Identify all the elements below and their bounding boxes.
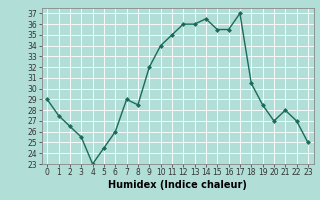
X-axis label: Humidex (Indice chaleur): Humidex (Indice chaleur) bbox=[108, 180, 247, 190]
